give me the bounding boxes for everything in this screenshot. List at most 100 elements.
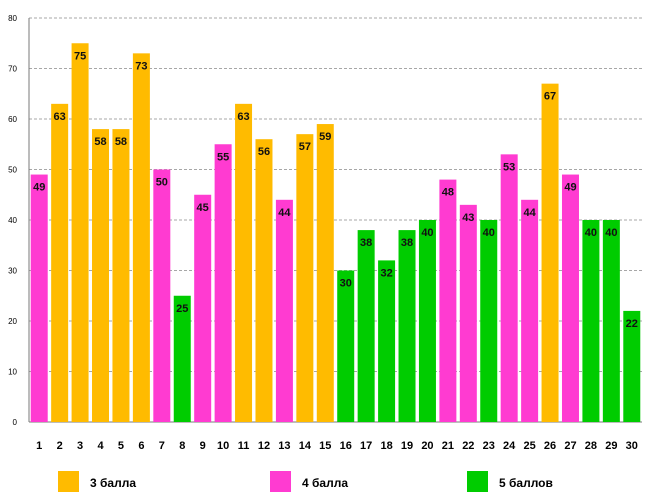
bar-value-label: 44 xyxy=(523,207,536,219)
bar xyxy=(500,154,518,422)
legend-swatch xyxy=(58,471,79,492)
x-tick-label: 5 xyxy=(118,440,124,452)
x-tick-label: 1 xyxy=(36,440,42,452)
bar xyxy=(357,230,375,422)
x-tick-label: 19 xyxy=(401,440,413,452)
x-tick-label: 30 xyxy=(626,440,638,452)
bar-value-label: 50 xyxy=(156,177,168,189)
bar-value-label: 40 xyxy=(421,227,433,239)
x-tick-label: 29 xyxy=(605,440,617,452)
bar xyxy=(398,230,416,422)
x-tick-label: 17 xyxy=(360,440,372,452)
bar xyxy=(561,174,579,422)
legend: 3 балла 4 балла 5 баллов xyxy=(58,471,553,492)
bar xyxy=(480,220,498,422)
bar-value-label: 63 xyxy=(54,111,66,123)
y-tick-label: 0 xyxy=(13,418,18,427)
legend-label: 4 балла xyxy=(302,476,348,490)
x-tick-label: 23 xyxy=(483,440,495,452)
y-tick-label: 60 xyxy=(8,115,17,124)
bar xyxy=(194,194,212,422)
x-tick-label: 11 xyxy=(238,440,250,452)
bar xyxy=(132,53,150,422)
bar-value-label: 45 xyxy=(197,202,209,214)
bar-value-label: 67 xyxy=(544,91,556,103)
x-tick-label: 15 xyxy=(319,440,331,452)
x-tick-label: 24 xyxy=(503,440,516,452)
data-labels: 49 63 75 58 58 73 50 25 45 55 63 56 44 57 59 30 38 32 38 40… xyxy=(33,50,638,330)
bar-value-label: 44 xyxy=(278,207,291,219)
bar xyxy=(316,124,334,423)
bar xyxy=(255,139,273,422)
bar-value-label: 38 xyxy=(360,237,372,249)
legend-swatch xyxy=(467,471,488,492)
bar xyxy=(235,103,253,422)
bar xyxy=(521,199,539,422)
y-tick-label: 30 xyxy=(8,267,17,276)
bar xyxy=(602,220,620,422)
bar-value-label: 55 xyxy=(217,151,229,163)
bar-value-label: 53 xyxy=(503,161,515,173)
bar xyxy=(459,204,477,422)
x-tick-label: 26 xyxy=(544,440,556,452)
bar xyxy=(214,144,232,422)
axes xyxy=(28,18,642,423)
bar xyxy=(51,103,69,422)
x-tick-label: 9 xyxy=(200,440,206,452)
x-tick-label: 8 xyxy=(179,440,185,452)
bar-value-label: 48 xyxy=(442,187,454,199)
bar xyxy=(153,169,171,422)
y-tick-label: 40 xyxy=(8,216,17,225)
x-tick-label: 13 xyxy=(278,440,290,452)
bar-value-label: 40 xyxy=(585,227,597,239)
bar xyxy=(582,220,600,422)
bar-value-label: 49 xyxy=(33,182,45,194)
bars xyxy=(30,43,641,423)
bar xyxy=(337,270,355,422)
bar xyxy=(378,260,396,422)
y-tick-label: 80 xyxy=(8,14,17,23)
x-tick-label: 3 xyxy=(77,440,83,452)
bar xyxy=(112,129,130,422)
bar-value-label: 58 xyxy=(115,136,127,148)
gridlines xyxy=(29,17,642,372)
bar-value-label: 25 xyxy=(176,303,188,315)
bar-value-label: 73 xyxy=(135,60,147,72)
bar-value-label: 49 xyxy=(564,182,576,194)
bar-value-label: 59 xyxy=(319,131,331,143)
x-tick-label: 10 xyxy=(217,440,229,452)
legend-swatch xyxy=(270,471,291,492)
bar xyxy=(296,134,314,422)
legend-label: 5 баллов xyxy=(499,476,553,490)
x-tick-label: 12 xyxy=(258,440,270,452)
x-tick-label: 25 xyxy=(523,440,535,452)
x-tick-label: 27 xyxy=(564,440,576,452)
bar-value-label: 57 xyxy=(299,141,311,153)
x-tick-label: 2 xyxy=(57,440,63,452)
bar xyxy=(71,43,89,422)
bar-value-label: 30 xyxy=(340,278,352,290)
bar xyxy=(623,310,641,422)
legend-label: 3 балла xyxy=(90,476,136,490)
y-tick-labels: 0 10 20 30 40 50 60 70 80 xyxy=(8,14,17,427)
bar xyxy=(439,179,457,422)
bar xyxy=(173,295,191,422)
x-tick-label: 4 xyxy=(97,440,104,452)
x-tick-label: 18 xyxy=(380,440,392,452)
y-tick-label: 50 xyxy=(8,166,17,175)
bar-value-label: 32 xyxy=(380,267,392,279)
bar-value-label: 75 xyxy=(74,50,86,62)
y-tick-label: 20 xyxy=(8,317,17,326)
bar-value-label: 63 xyxy=(237,111,249,123)
bar-value-label: 43 xyxy=(462,212,474,224)
bar-value-label: 58 xyxy=(94,136,106,148)
bar-value-label: 38 xyxy=(401,237,413,249)
x-tick-label: 16 xyxy=(340,440,352,452)
bar xyxy=(275,199,293,422)
x-tick-label: 22 xyxy=(462,440,474,452)
bar-value-label: 22 xyxy=(626,318,638,330)
x-tick-label: 7 xyxy=(159,440,165,452)
y-tick-label: 10 xyxy=(8,368,17,377)
x-tick-labels: 1 2 3 4 5 6 7 8 9 10 11 12 13 14 15 16 17 18 19 20 21 22 23 24 2… xyxy=(36,440,638,452)
